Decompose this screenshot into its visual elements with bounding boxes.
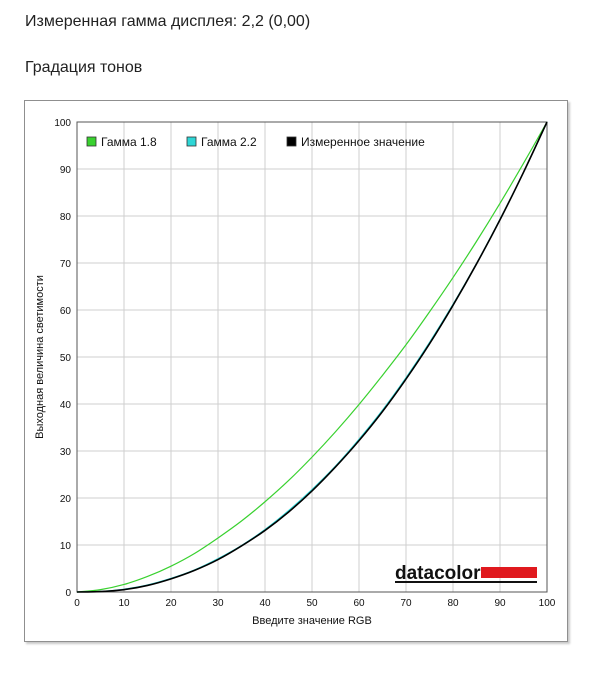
datacolor-logo-underline bbox=[395, 581, 537, 583]
x-tick-label: 50 bbox=[306, 598, 318, 609]
datacolor-logo-text: datacolor bbox=[395, 563, 481, 584]
section-title: Градация тонов bbox=[25, 59, 143, 76]
legend-item: Гамма 2.2 bbox=[186, 135, 257, 149]
legend-label: Гамма 2.2 bbox=[201, 135, 257, 149]
datacolor-logo: datacolor bbox=[395, 563, 537, 584]
legend-swatch bbox=[186, 136, 197, 147]
tone-gradation-chart: 0 10 20 30 40 50 60 70 80 90 100 0 10 20 30 40 50 60 70 80… bbox=[34, 118, 556, 627]
x-tick-label: 30 bbox=[212, 598, 224, 609]
legend-item: Измеренное значение bbox=[286, 135, 425, 149]
legend-label: Измеренное значение bbox=[301, 135, 425, 149]
grid bbox=[76, 121, 548, 593]
y-tick-label: 0 bbox=[65, 588, 71, 599]
plot-frame bbox=[76, 121, 548, 593]
y-tick-labels: 0 10 20 30 40 50 60 70 80 90 100 bbox=[54, 118, 71, 599]
y-tick-label: 70 bbox=[60, 259, 72, 270]
y-tick-label: 80 bbox=[60, 212, 72, 223]
x-tick-label: 100 bbox=[539, 598, 556, 609]
series-lines bbox=[76, 121, 548, 593]
legend-swatch bbox=[86, 136, 97, 147]
legend-swatch bbox=[286, 136, 297, 147]
series-line-3 bbox=[76, 121, 548, 593]
y-tick-label: 20 bbox=[60, 494, 72, 505]
x-tick-label: 40 bbox=[259, 598, 271, 609]
y-tick-label: 50 bbox=[60, 353, 72, 364]
x-tick-label: 80 bbox=[447, 598, 459, 609]
series-line-1 bbox=[76, 121, 548, 593]
x-tick-label: 10 bbox=[118, 598, 130, 609]
x-tick-label: 20 bbox=[165, 598, 177, 609]
y-tick-label: 10 bbox=[60, 541, 72, 552]
x-tick-label: 90 bbox=[494, 598, 506, 609]
legend-label: Гамма 1.8 bbox=[101, 135, 157, 149]
x-axis-label: Введите значение RGB bbox=[252, 615, 372, 627]
y-tick-label: 40 bbox=[60, 400, 72, 411]
y-tick-label: 100 bbox=[54, 118, 71, 129]
y-tick-label: 30 bbox=[60, 447, 72, 458]
legend-item: Гамма 1.8 bbox=[86, 135, 157, 149]
y-tick-label: 90 bbox=[60, 165, 72, 176]
x-tick-label: 60 bbox=[353, 598, 365, 609]
x-tick-label: 0 bbox=[74, 598, 80, 609]
tone-gradation-chart-panel: 0 10 20 30 40 50 60 70 80 90 100 0 10 20 30 40 50 60 70 80… bbox=[24, 100, 568, 642]
y-tick-label: 60 bbox=[60, 306, 72, 317]
x-tick-label: 70 bbox=[400, 598, 412, 609]
x-tick-labels: 0 10 20 30 40 50 60 70 80 90 100 bbox=[74, 598, 556, 609]
y-axis-label: Выходная величина светимости bbox=[34, 275, 46, 439]
datacolor-logo-bar bbox=[481, 567, 537, 578]
measured-gamma-text: Измеренная гамма дисплея: 2,2 (0,00) bbox=[25, 13, 311, 30]
legend: Гамма 1.8 Гамма 2.2 Измеренное значение bbox=[86, 135, 425, 149]
